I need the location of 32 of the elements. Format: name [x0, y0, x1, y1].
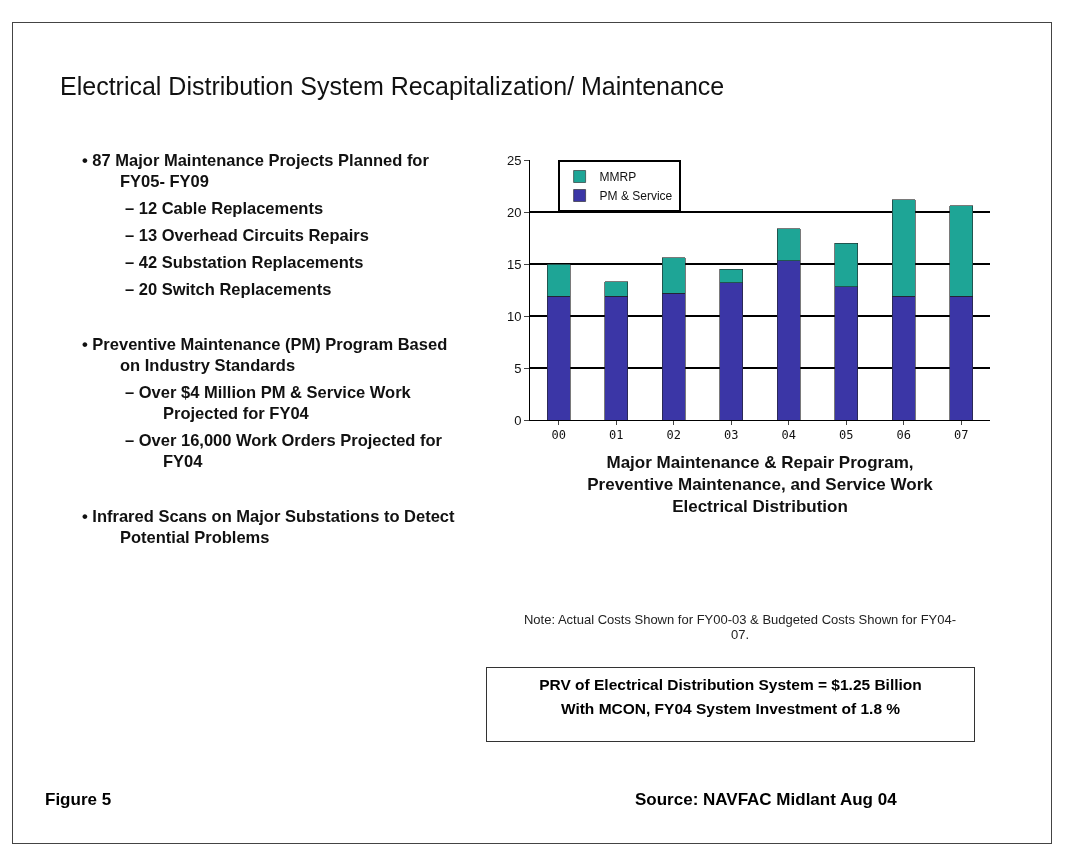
text: • Preventive Maintenance (PM) Program Based on Industry Standards: [82, 334, 449, 376]
y-tick-label: 10: [506, 308, 522, 324]
text: Note: Actual Costs Shown for FY00-03 & Budgeted Costs Shown for FY04-07.: [522, 612, 958, 642]
text: – 12 Cable Replacements: [124, 198, 325, 219]
text: • Infrared Scans on Major Substations to Detect Potential Problems: [82, 506, 456, 548]
x-tick-label: 00: [551, 428, 566, 443]
x-tick-label: 04: [781, 428, 796, 443]
x-tick-label: 05: [839, 428, 854, 443]
text: – 42 Substation Replacements: [124, 252, 365, 273]
x-tick-label: 03: [724, 428, 739, 443]
y-tick-label: 20: [506, 204, 522, 220]
caption: Figure 5: [45, 790, 112, 810]
text: – 20 Switch Replacements: [124, 279, 333, 300]
text: PRV of Electrical Distribution System = $1.25 Billion: [538, 675, 923, 695]
x-tick-label: 06: [896, 428, 911, 443]
x-tick-label: 07: [954, 428, 969, 443]
text: – Over 16,000 Work Orders Projected for FY04: [124, 430, 443, 472]
x-tick-label: 02: [666, 428, 681, 443]
text: – Over $4 Million PM & Service Work Projected for FY04: [124, 382, 412, 424]
chart-title: Electrical Distribution System Recapitalization/ Maintenance: [60, 72, 725, 101]
text: With MCON, FY04 System Investment of 1.8 %: [559, 700, 902, 718]
y-tick-label: 15: [506, 256, 522, 272]
legend-label: MMRP: [599, 170, 637, 185]
y-tick-label: 5: [514, 360, 522, 376]
source-note: Source: NAVFAC Midlant Aug 04: [635, 790, 897, 810]
text: • 87 Major Maintenance Projects Planned for FY05- FY09: [82, 150, 430, 192]
y-tick-label: 25: [506, 152, 522, 168]
legend-label: PM & Service: [599, 189, 673, 204]
x-axis-title: Major Maintenance & Repair Program, Preventive Maintenance, and Service Work Electrical Distribution: [587, 452, 934, 516]
x-tick-label: 01: [609, 428, 624, 443]
y-tick-label: 0: [514, 412, 522, 428]
text: – 13 Overhead Circuits Repairs: [124, 225, 370, 246]
